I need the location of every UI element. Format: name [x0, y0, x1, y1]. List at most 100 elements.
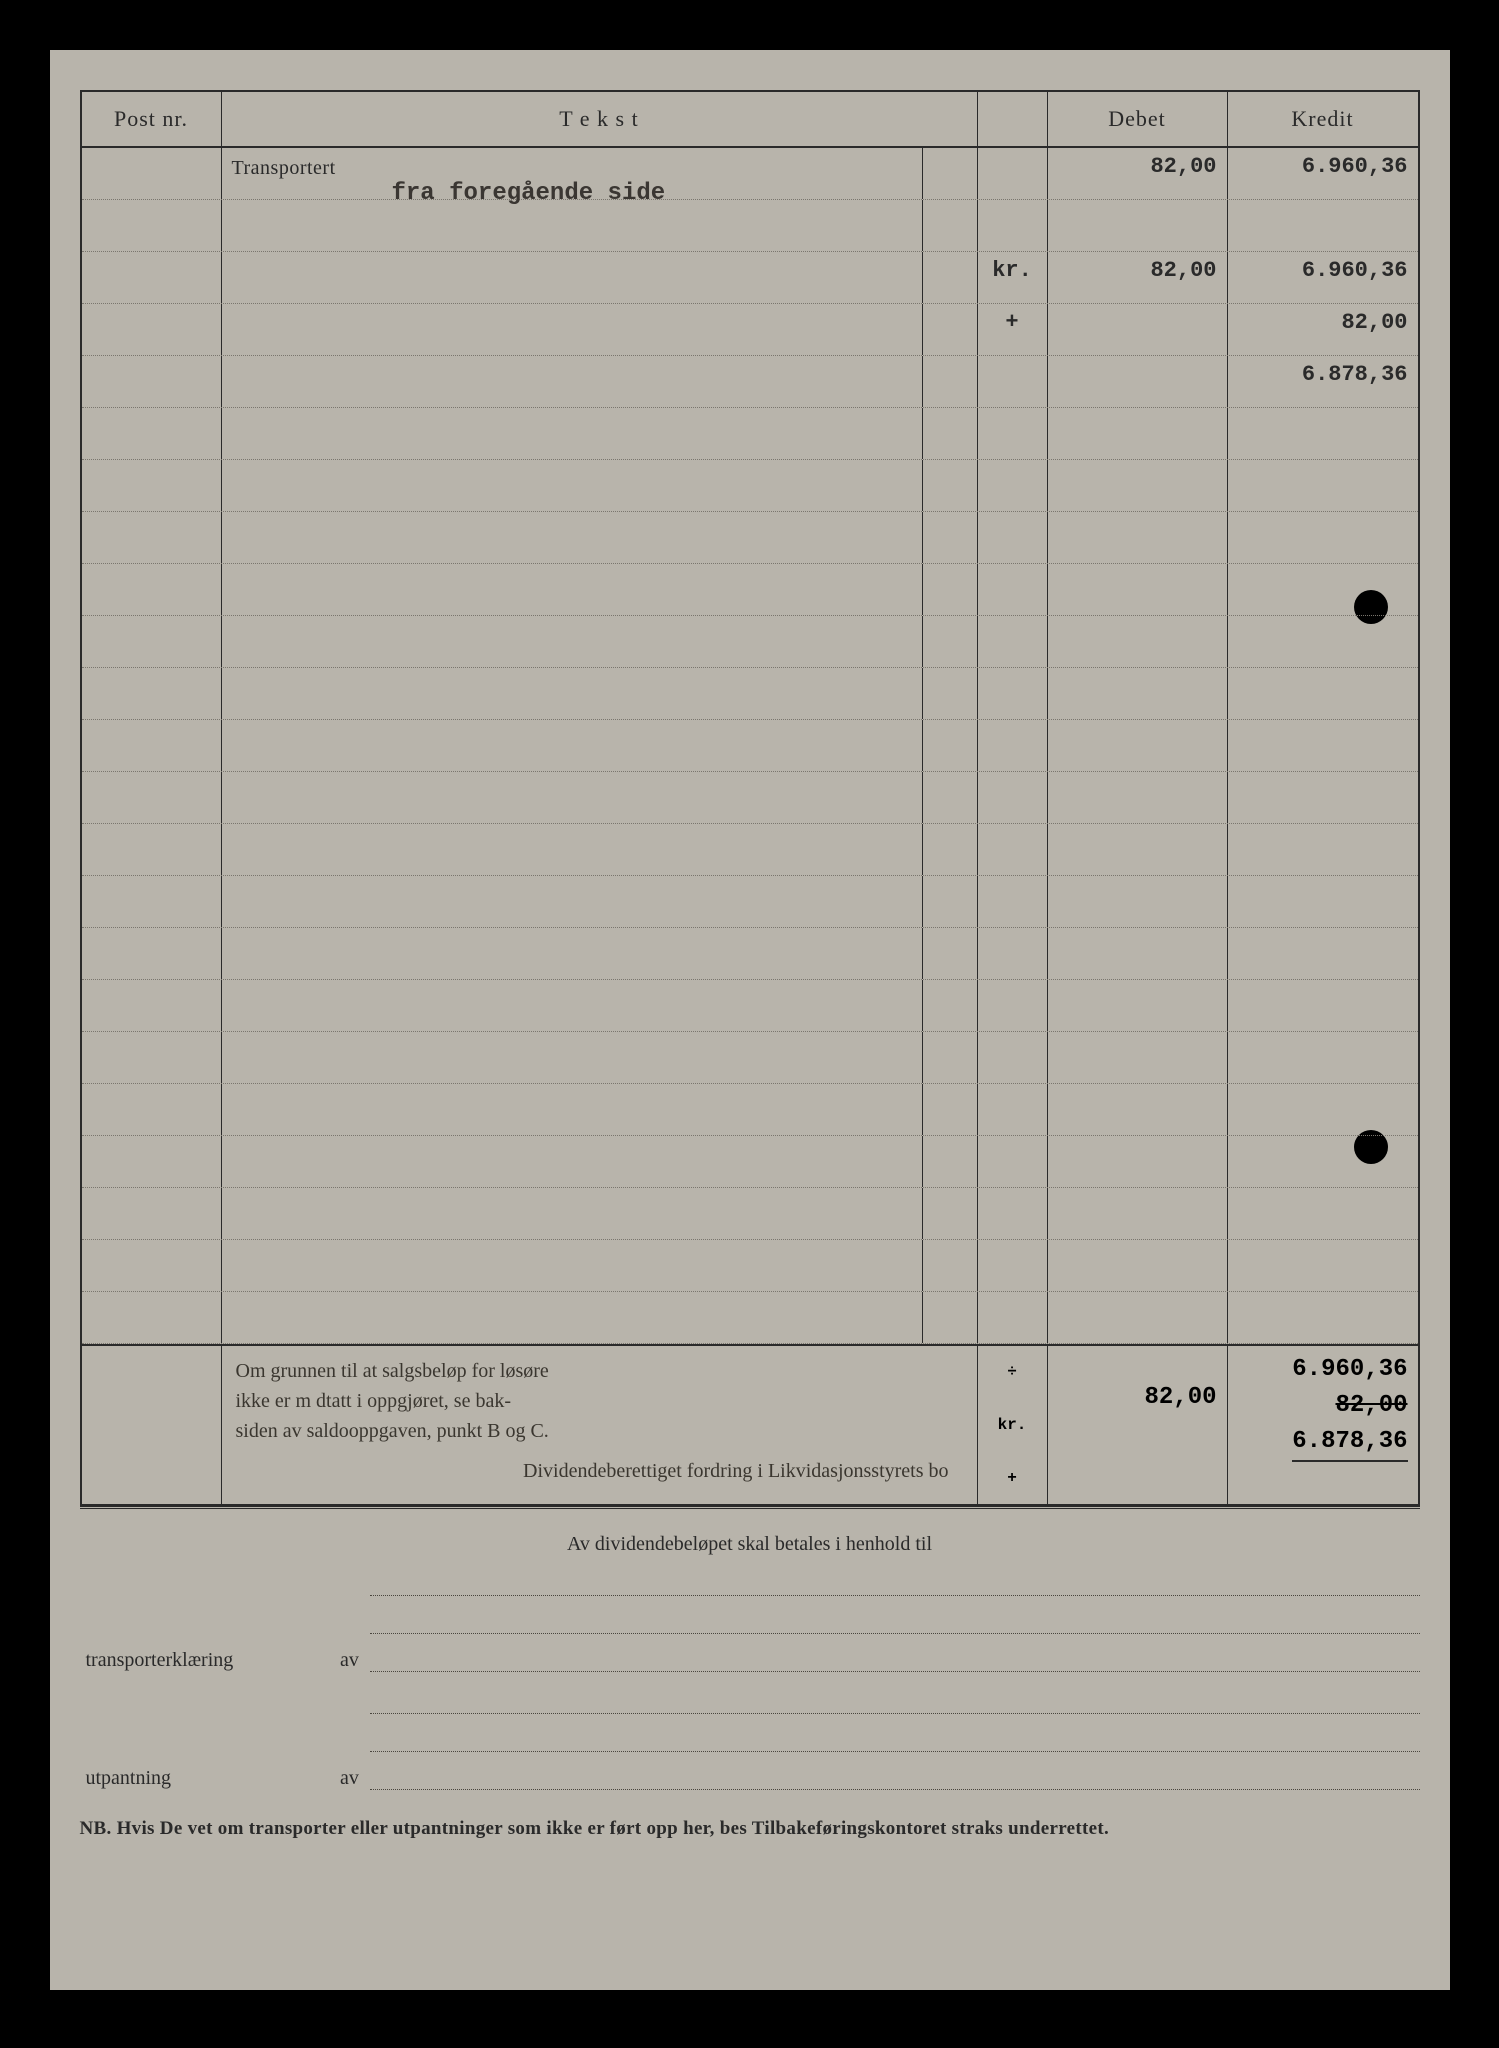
cell-post: [82, 720, 222, 771]
cell-debet: [1048, 564, 1228, 615]
table-row: 6.878,36: [82, 356, 1418, 408]
cell-tekst: [222, 616, 978, 667]
cell-post: [82, 512, 222, 563]
cell-debet: [1048, 356, 1228, 407]
cell-tekst: [222, 876, 978, 927]
label-av: av: [330, 1649, 370, 1672]
cell-sub: kr.: [978, 252, 1048, 303]
cell-kredit: [1228, 616, 1418, 667]
summary-kredit: 6.960,36 82,00 6.878,36: [1228, 1346, 1418, 1504]
cell-debet: [1048, 928, 1228, 979]
cell-tekst: [222, 1292, 978, 1343]
cell-sub: [978, 772, 1048, 823]
tekst-subcol: [922, 408, 977, 459]
cell-kredit: [1228, 876, 1418, 927]
cell-sub: [978, 1292, 1048, 1343]
cell-post: [82, 928, 222, 979]
cell-debet: [1048, 1084, 1228, 1135]
table-row: [82, 408, 1418, 460]
cell-kredit: [1228, 460, 1418, 511]
cell-tekst: [222, 928, 978, 979]
cell-kredit: [1228, 512, 1418, 563]
cell-post: [82, 876, 222, 927]
cell-sub: [978, 460, 1048, 511]
table-row: [82, 200, 1418, 252]
cell-kredit: [1228, 720, 1418, 771]
cell-post: [82, 1292, 222, 1343]
table-row: kr.82,006.960,36: [82, 252, 1418, 304]
cell-sub: [978, 720, 1048, 771]
dotted-line: [370, 1610, 1420, 1634]
summary-note-l3: siden av saldooppgaven, punkt B og C.: [236, 1416, 963, 1446]
cell-post: [82, 980, 222, 1031]
cell-kredit: [1228, 980, 1418, 1031]
table-row: [82, 1084, 1418, 1136]
cell-tekst: [222, 720, 978, 771]
cell-kredit: [1228, 1292, 1418, 1343]
cell-sub: [978, 1032, 1048, 1083]
dotted-line: [370, 1690, 1420, 1714]
col-header-post: Post nr.: [82, 92, 222, 146]
tekst-subcol: [922, 1188, 977, 1239]
cell-tekst: [222, 980, 978, 1031]
cell-debet: [1048, 668, 1228, 719]
cell-post: [82, 1084, 222, 1135]
cell-debet: [1048, 616, 1228, 667]
cell-debet: [1048, 1032, 1228, 1083]
cell-post: [82, 200, 222, 251]
cell-post: [82, 824, 222, 875]
label-av: av: [330, 1767, 370, 1790]
summary-note-l1: Om grunnen til at salgsbeløp for løsøre: [236, 1356, 963, 1386]
cell-sub: [978, 616, 1048, 667]
footer-intro: Av dividendebeløpet skal betales i henho…: [80, 1527, 1420, 1572]
cell-kredit: [1228, 200, 1418, 251]
cell-kredit: 6.878,36: [1228, 356, 1418, 407]
tekst-subcol: [922, 1136, 977, 1187]
cell-sub: [978, 980, 1048, 1031]
tekst-subcol: [922, 616, 977, 667]
cell-tekst: [222, 304, 978, 355]
cell-debet: [1048, 408, 1228, 459]
table-row: [82, 460, 1418, 512]
cell-sub: [978, 1084, 1048, 1135]
cell-tekst: [222, 824, 978, 875]
tekst-subcol: [922, 668, 977, 719]
col-header-sub: [978, 92, 1048, 146]
cell-tekst: [222, 1032, 978, 1083]
table-row: [82, 720, 1418, 772]
table-row: [82, 824, 1418, 876]
cell-debet: [1048, 200, 1228, 251]
cell-sub: [978, 876, 1048, 927]
cell-sub: [978, 668, 1048, 719]
cell-post: [82, 252, 222, 303]
cell-tekst: Transportertfra foregående side: [222, 148, 978, 199]
label-transport: transporterklæring: [80, 1649, 330, 1672]
cell-tekst: [222, 200, 978, 251]
cell-sub: [978, 928, 1048, 979]
cell-sub: [978, 148, 1048, 199]
table-row: [82, 876, 1418, 928]
cell-tekst: [222, 1240, 978, 1291]
cell-debet: [1048, 980, 1228, 1031]
table-row: +82,00: [82, 304, 1418, 356]
table-row: [82, 1032, 1418, 1084]
summary-debet: 82,00: [1048, 1346, 1228, 1504]
cell-debet: [1048, 304, 1228, 355]
cell-post: [82, 304, 222, 355]
cell-sub: [978, 564, 1048, 615]
summary-kredit-l2: 6.960,36: [1228, 1352, 1408, 1388]
cell-tekst: [222, 512, 978, 563]
cell-debet: 82,00: [1048, 252, 1228, 303]
table-row: [82, 1136, 1418, 1188]
cell-tekst: [222, 1188, 978, 1239]
document-page: Post nr. T e k s t Debet Kredit Transpor…: [50, 50, 1450, 1990]
cell-post: [82, 1032, 222, 1083]
printed-text: Transportert: [232, 157, 336, 179]
cell-debet: [1048, 1292, 1228, 1343]
cell-post: [82, 564, 222, 615]
cell-tekst: [222, 460, 978, 511]
cell-debet: [1048, 512, 1228, 563]
table-row: [82, 772, 1418, 824]
cell-kredit: [1228, 1032, 1418, 1083]
cell-tekst: [222, 408, 978, 459]
